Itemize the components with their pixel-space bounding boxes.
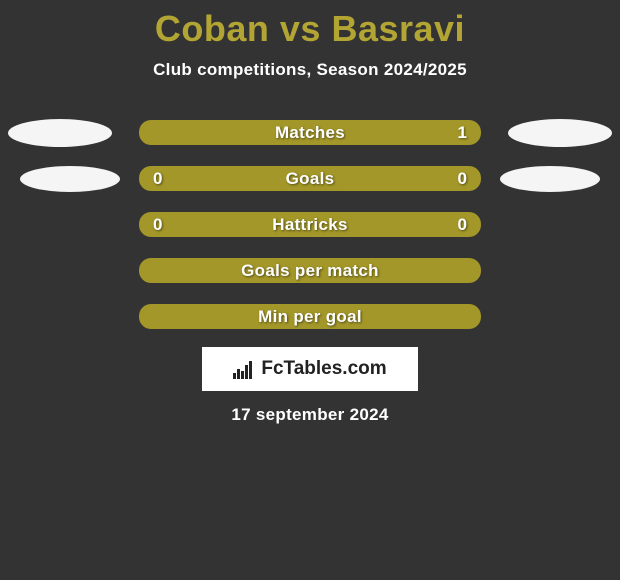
stat-value-left: 0 — [153, 215, 162, 235]
stat-row-hattricks: 0 Hattricks 0 — [0, 212, 620, 237]
stat-row-matches: Matches 1 — [0, 120, 620, 145]
stat-label: Goals per match — [241, 261, 379, 281]
logo-text: FcTables.com — [261, 358, 386, 380]
stat-label: Min per goal — [258, 307, 362, 327]
main-container: Coban vs Basravi Club competitions, Seas… — [0, 0, 620, 425]
stat-row-gpm: Goals per match — [0, 258, 620, 283]
stats-wrapper: Matches 1 0 Goals 0 0 Hattricks 0 — [0, 120, 620, 329]
logo-content: FcTables.com — [233, 358, 386, 380]
page-title: Coban vs Basravi — [155, 8, 465, 50]
ellipse-left-icon — [8, 119, 112, 147]
date-text: 17 september 2024 — [231, 405, 388, 425]
ellipse-right-icon — [508, 119, 612, 147]
stat-label: Hattricks — [272, 215, 347, 235]
stat-label: Matches — [275, 123, 345, 143]
logo-box[interactable]: FcTables.com — [202, 347, 418, 391]
stat-row-goals: 0 Goals 0 — [0, 166, 620, 191]
stat-bar: Goals per match — [139, 258, 481, 283]
stat-value-right: 0 — [458, 169, 467, 189]
subtitle: Club competitions, Season 2024/2025 — [153, 60, 467, 80]
stat-bar: Min per goal — [139, 304, 481, 329]
stat-row-mpg: Min per goal — [0, 304, 620, 329]
stat-label: Goals — [286, 169, 335, 189]
stat-value-right: 1 — [458, 123, 467, 143]
chart-icon — [233, 359, 257, 379]
stat-value-left: 0 — [153, 169, 162, 189]
ellipse-right-icon — [500, 166, 600, 192]
stat-value-right: 0 — [458, 215, 467, 235]
stat-bar: 0 Goals 0 — [139, 166, 481, 191]
ellipse-left-icon — [20, 166, 120, 192]
stat-bar: 0 Hattricks 0 — [139, 212, 481, 237]
stat-bar: Matches 1 — [139, 120, 481, 145]
